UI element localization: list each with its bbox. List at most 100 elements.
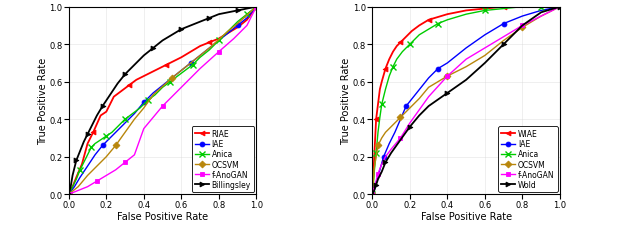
IAE <box>252 6 260 9</box>
Billingsley <box>215 14 223 16</box>
RIAE <box>73 176 80 179</box>
OCSVM <box>370 180 377 183</box>
Billingsley <box>243 8 250 11</box>
Billingsley <box>76 150 84 153</box>
WIAE <box>538 6 545 9</box>
Y-axis label: True Positive Rate: True Positive Rate <box>342 58 352 144</box>
WIAE <box>369 193 376 196</box>
Line: f-AnoGAN: f-AnoGAN <box>66 5 259 197</box>
Billingsley <box>252 6 260 9</box>
WIAE <box>389 51 397 54</box>
Anica <box>376 116 384 119</box>
Anica <box>406 44 414 46</box>
IAE <box>224 32 232 35</box>
Billingsley <box>99 105 106 108</box>
RIAE <box>110 96 118 99</box>
WIAE <box>370 174 377 177</box>
Billingsley <box>224 12 232 15</box>
f-AnoGAN <box>382 156 389 158</box>
RIAE <box>234 27 241 29</box>
X-axis label: False Positive Rate: False Positive Rate <box>420 211 511 221</box>
f-AnoGAN <box>215 51 223 54</box>
Line: Billingsley: Billingsley <box>66 5 259 197</box>
OCSVM <box>131 118 138 121</box>
WIAE <box>408 31 415 33</box>
Anica <box>84 154 91 156</box>
f-AnoGAN <box>112 169 120 171</box>
Anica <box>378 103 386 106</box>
Anica <box>386 75 393 78</box>
f-AnoGAN <box>122 161 129 164</box>
Wold <box>538 12 545 15</box>
f-AnoGAN <box>102 174 110 177</box>
Billingsley <box>69 174 76 177</box>
IAE <box>369 193 376 196</box>
OCSVM <box>556 6 564 9</box>
OCSVM <box>149 94 157 97</box>
Anica <box>371 171 378 173</box>
Anica <box>444 19 451 22</box>
IAE <box>76 176 84 179</box>
Billingsley <box>65 193 73 196</box>
IAE <box>386 143 393 145</box>
Billingsley <box>122 74 129 76</box>
OCSVM <box>102 156 110 158</box>
Legend: RIAE, IAE, Anica, OCSVM, f-AnoGAN, Billingsley: RIAE, IAE, Anica, OCSVM, f-AnoGAN, Billi… <box>192 126 254 192</box>
IAE <box>519 16 526 18</box>
IAE <box>65 193 73 196</box>
f-AnoGAN <box>243 25 250 28</box>
Anica <box>159 87 166 89</box>
Billingsley <box>187 25 195 28</box>
IAE <box>131 113 138 115</box>
f-AnoGAN <box>370 189 377 192</box>
Anica <box>76 169 84 171</box>
Y-axis label: True Positive Rate: True Positive Rate <box>38 58 48 144</box>
IAE <box>417 87 425 89</box>
WIAE <box>397 42 404 45</box>
IAE <box>376 169 384 171</box>
Billingsley <box>159 40 166 43</box>
Line: Wold: Wold <box>370 5 562 197</box>
Line: f-AnoGAN: f-AnoGAN <box>370 5 562 197</box>
RIAE <box>162 64 170 67</box>
Wold <box>519 25 526 28</box>
Anica <box>252 6 260 9</box>
Anica <box>197 57 204 59</box>
Anica <box>370 184 377 186</box>
Wold <box>406 126 414 128</box>
f-AnoGAN <box>131 154 138 156</box>
RIAE <box>125 85 133 87</box>
Line: IAE: IAE <box>66 5 259 197</box>
WIAE <box>444 14 451 16</box>
IAE <box>107 137 114 140</box>
OCSVM <box>369 193 376 196</box>
Billingsley <box>168 34 175 37</box>
RIAE <box>89 131 97 134</box>
Anica <box>206 49 213 52</box>
OCSVM <box>224 31 232 33</box>
IAE <box>187 62 195 65</box>
IAE <box>177 70 185 72</box>
OCSVM <box>397 116 404 119</box>
Wold <box>378 171 386 173</box>
f-AnoGAN <box>230 38 237 41</box>
Anica <box>243 14 250 16</box>
IAE <box>215 40 223 43</box>
WIAE <box>373 118 380 121</box>
Anica <box>102 135 110 138</box>
Anica <box>393 58 401 61</box>
Billingsley <box>177 29 185 31</box>
Anica <box>519 6 526 9</box>
OCSVM <box>93 165 100 168</box>
IAE <box>114 130 122 132</box>
Wold <box>369 193 376 196</box>
OCSVM <box>74 186 82 188</box>
Anica <box>97 139 104 142</box>
f-AnoGAN <box>369 193 376 196</box>
Anica <box>500 8 507 11</box>
RIAE <box>148 72 155 74</box>
f-AnoGAN <box>374 172 382 175</box>
Wold <box>500 44 507 46</box>
OCSVM <box>425 87 432 89</box>
Wold <box>371 189 378 192</box>
